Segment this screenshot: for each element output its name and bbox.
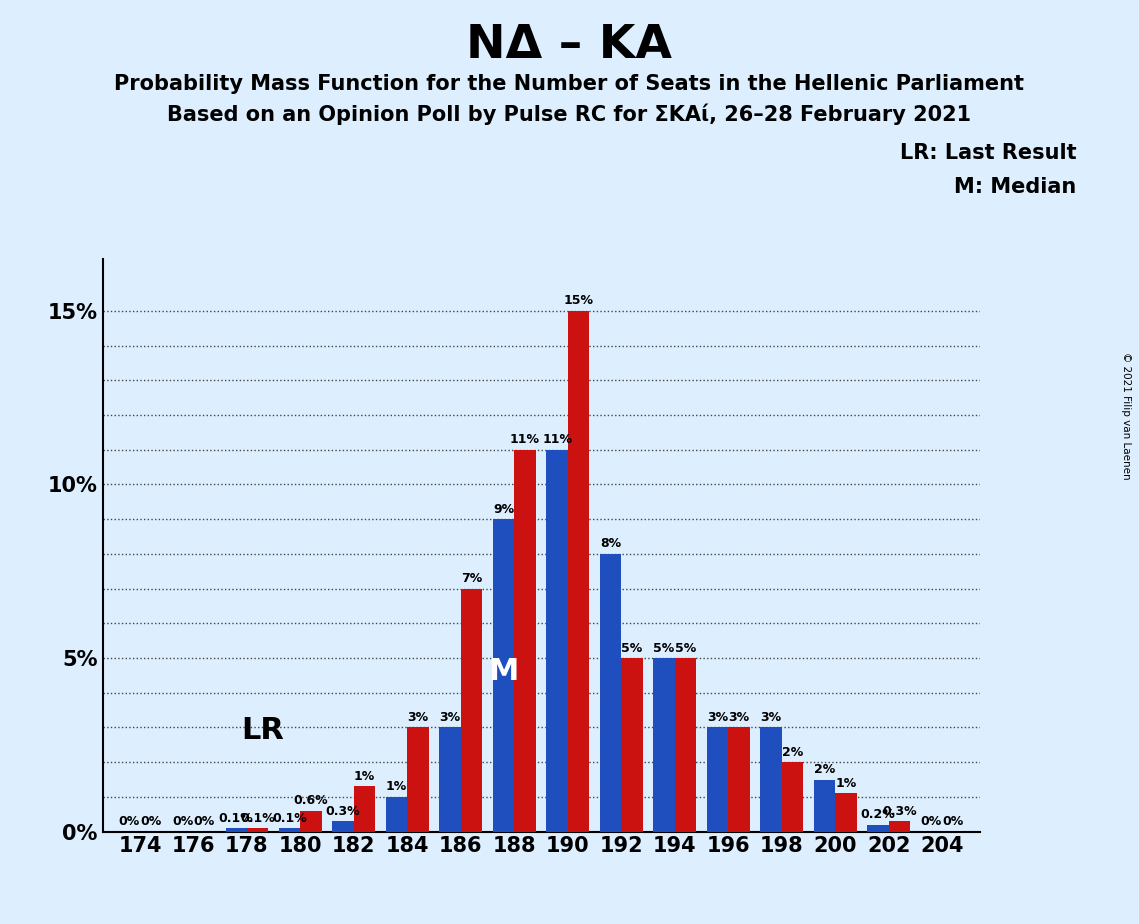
Text: 0.2%: 0.2%: [861, 808, 895, 821]
Bar: [835, 794, 857, 832]
Text: 2%: 2%: [781, 746, 803, 759]
Text: 2%: 2%: [814, 763, 835, 776]
Bar: [621, 658, 642, 832]
Text: 0%: 0%: [194, 815, 215, 828]
Bar: [440, 727, 461, 832]
Text: M: Median: M: Median: [954, 177, 1076, 198]
Bar: [674, 658, 696, 832]
Text: 3%: 3%: [761, 711, 781, 724]
Text: NΔ – KA: NΔ – KA: [467, 23, 672, 68]
Bar: [333, 821, 354, 832]
Text: 0.6%: 0.6%: [294, 795, 328, 808]
Bar: [728, 727, 749, 832]
Text: 15%: 15%: [564, 295, 593, 308]
Text: 0.1%: 0.1%: [240, 811, 274, 824]
Bar: [813, 780, 835, 832]
Bar: [247, 828, 269, 832]
Text: 8%: 8%: [600, 538, 621, 551]
Text: 11%: 11%: [510, 433, 540, 446]
Bar: [867, 824, 888, 832]
Text: M: M: [489, 657, 518, 686]
Bar: [515, 450, 535, 832]
Text: 1%: 1%: [354, 770, 375, 783]
Bar: [408, 727, 428, 832]
Text: 1%: 1%: [386, 781, 408, 794]
Text: Probability Mass Function for the Number of Seats in the Hellenic Parliament: Probability Mass Function for the Number…: [115, 74, 1024, 94]
Bar: [781, 762, 803, 832]
Text: LR: LR: [241, 716, 285, 745]
Text: 3%: 3%: [440, 711, 460, 724]
Bar: [547, 450, 567, 832]
Bar: [888, 821, 910, 832]
Bar: [600, 553, 621, 832]
Text: 9%: 9%: [493, 503, 514, 516]
Bar: [761, 727, 781, 832]
Text: 3%: 3%: [408, 711, 428, 724]
Text: 5%: 5%: [654, 641, 674, 654]
Bar: [301, 810, 321, 832]
Bar: [567, 310, 589, 832]
Text: 7%: 7%: [461, 572, 482, 585]
Text: 0%: 0%: [140, 815, 162, 828]
Bar: [493, 519, 515, 832]
Text: 0.3%: 0.3%: [882, 805, 917, 818]
Text: Based on an Opinion Poll by Pulse RC for ΣKAί, 26–28 February 2021: Based on an Opinion Poll by Pulse RC for…: [167, 103, 972, 125]
Text: 11%: 11%: [542, 433, 572, 446]
Bar: [279, 828, 301, 832]
Text: 0%: 0%: [118, 815, 140, 828]
Bar: [707, 727, 728, 832]
Bar: [226, 828, 247, 832]
Text: 5%: 5%: [674, 641, 696, 654]
Text: 0.1%: 0.1%: [272, 811, 308, 824]
Text: 0.1%: 0.1%: [219, 811, 254, 824]
Bar: [654, 658, 674, 832]
Text: © 2021 Filip van Laenen: © 2021 Filip van Laenen: [1121, 352, 1131, 480]
Bar: [386, 796, 408, 832]
Text: 3%: 3%: [707, 711, 728, 724]
Text: 0%: 0%: [172, 815, 194, 828]
Text: LR: Last Result: LR: Last Result: [900, 143, 1076, 164]
Bar: [354, 786, 375, 832]
Text: 0.3%: 0.3%: [326, 805, 360, 818]
Text: 0%: 0%: [920, 815, 942, 828]
Text: 0%: 0%: [942, 815, 964, 828]
Bar: [461, 589, 482, 832]
Text: 5%: 5%: [621, 641, 642, 654]
Text: 3%: 3%: [728, 711, 749, 724]
Text: 1%: 1%: [835, 777, 857, 790]
